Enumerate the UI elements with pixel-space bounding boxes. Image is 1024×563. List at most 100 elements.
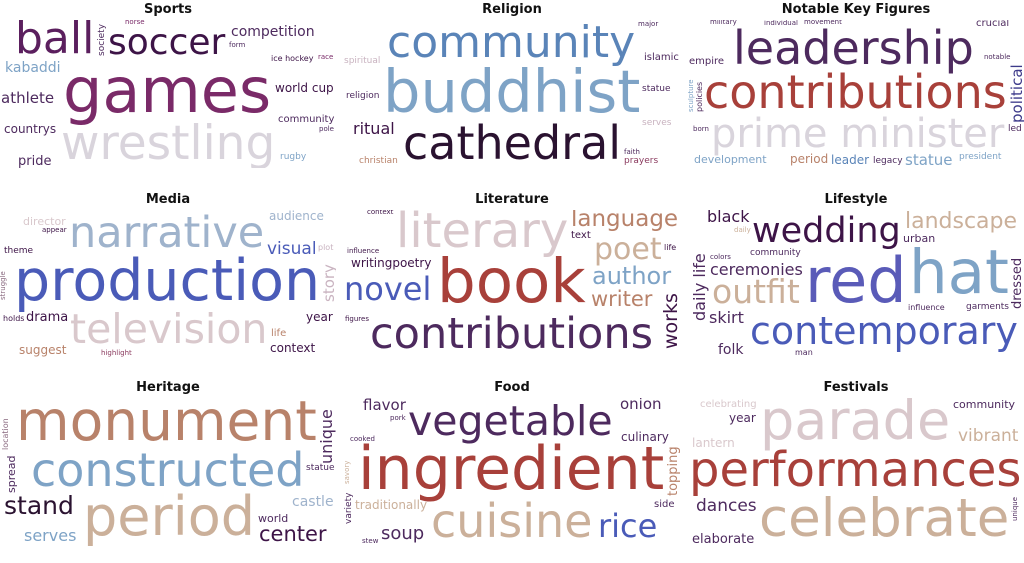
word-suggest: suggest xyxy=(19,343,67,358)
panel-title: Heritage xyxy=(136,380,200,395)
word-topping: topping xyxy=(666,445,680,496)
word-ingredient: ingredient xyxy=(358,434,665,505)
word-outfit: outfit xyxy=(712,272,800,312)
word-stand: stand xyxy=(4,491,74,520)
word-leader: leader xyxy=(831,153,870,168)
word-figures: figures xyxy=(345,315,369,324)
word-pole: pole xyxy=(319,125,334,134)
wordcloud-area: red hat contemporary wedding outfit landscape… xyxy=(688,210,1024,358)
word-serves: serves xyxy=(642,118,672,129)
wordcloud-panel-media: Media production narrative television visual… xyxy=(0,190,336,358)
word-traditionally: traditionally xyxy=(355,498,428,513)
word-race: race xyxy=(318,53,334,62)
word-born: born xyxy=(693,125,709,134)
word-world-cup: world cup xyxy=(275,81,334,96)
word-lantern: lantern xyxy=(692,436,735,451)
word-period: period xyxy=(790,152,829,167)
word-context: context xyxy=(270,341,316,356)
word-red: red xyxy=(805,244,907,318)
word-director: director xyxy=(23,215,66,229)
wordcloud-area: buddhist cathedral community ritual christia… xyxy=(344,20,680,168)
panel-title: Notable Key Figures xyxy=(781,2,931,17)
word-parade: parade xyxy=(760,398,951,452)
word-ritual: ritual xyxy=(353,118,395,138)
word-language: language xyxy=(571,210,679,233)
wordcloud-panel-sports: Sports games wrestling soccer ball competitio… xyxy=(0,0,336,168)
word-poet: poet xyxy=(594,231,662,267)
panel-title: Food xyxy=(494,380,530,395)
wordcloud-area: performances parade celebrate dances vibrant… xyxy=(688,398,1024,546)
word-prime-minister: prime minister xyxy=(711,110,1005,157)
word-major: major xyxy=(638,20,659,29)
word-culinary: culinary xyxy=(621,430,669,445)
word-contributions: contributions xyxy=(704,65,1007,120)
word-crucial: crucial xyxy=(976,20,1010,30)
word-prayers: prayers xyxy=(624,156,659,167)
word-writer: writer xyxy=(591,287,653,312)
panel-title: Sports xyxy=(144,2,192,17)
word-community: community xyxy=(953,398,1016,412)
word-narrative: narrative xyxy=(69,210,265,258)
word-year: year xyxy=(306,310,333,325)
word-folk: folk xyxy=(718,341,744,358)
word-pride: pride xyxy=(18,153,52,168)
word-empire: empire xyxy=(689,56,725,68)
word-context: context xyxy=(367,210,394,217)
word-athlete: athlete xyxy=(1,88,55,107)
word-world: world xyxy=(258,512,289,526)
word-games: games xyxy=(63,54,272,128)
word-religion: religion xyxy=(346,91,380,102)
word-holds: holds xyxy=(3,314,25,324)
word-dances: dances xyxy=(696,495,757,516)
word-leadership: leadership xyxy=(733,21,974,76)
word-community: community xyxy=(278,114,335,126)
word-rice: rice xyxy=(598,507,658,546)
panel-title: Religion xyxy=(482,2,542,17)
wordcloud-panel-food: Food ingredient cuisine vegetable rice tradit… xyxy=(344,378,680,546)
word-savory: savory xyxy=(344,460,351,485)
word-text: text xyxy=(571,230,591,242)
word-form: form xyxy=(229,41,246,50)
panel-title: Lifestyle xyxy=(824,192,888,207)
word-colors: colors xyxy=(710,253,731,262)
word-ball: ball xyxy=(15,20,95,65)
word-celebrate: celebrate xyxy=(759,487,1010,546)
word-statue: statue xyxy=(306,463,335,474)
wordcloud-panel-festivals: Festivals performances parade celebrate danc… xyxy=(688,378,1024,546)
panel-title: Literature xyxy=(475,192,549,207)
word-theme: theme xyxy=(4,246,34,257)
word-center: center xyxy=(259,522,327,546)
word-policies: policies xyxy=(695,81,704,113)
word-christian: christian xyxy=(359,156,398,167)
word-vegetable: vegetable xyxy=(408,398,613,445)
wordcloud-panel-notable-key-figures: Notable Key Figures contributions prime mi… xyxy=(688,0,1024,168)
word-landscape: landscape xyxy=(905,210,1018,235)
word-hat: hat xyxy=(909,237,1009,309)
wordcloud-panel-religion: Religion buddhist cathedral community ritual… xyxy=(344,0,680,168)
word-black: black xyxy=(707,210,750,226)
word-wedding: wedding xyxy=(752,211,901,252)
word-spiritual: spiritual xyxy=(344,56,381,67)
word-unique: unique xyxy=(317,408,336,464)
word-author: author xyxy=(592,262,672,291)
word-garments: garments xyxy=(966,302,1009,313)
word-spread: spread xyxy=(5,455,18,494)
word-daily-life: daily life xyxy=(690,252,709,321)
word-highlight: highlight xyxy=(101,349,132,358)
word-year: year xyxy=(729,411,756,426)
word-performances: performances xyxy=(689,442,1022,499)
word-society: society xyxy=(97,23,107,57)
word-development: development xyxy=(694,153,767,167)
word-plot: plot xyxy=(318,243,334,253)
word-side: side xyxy=(654,499,675,511)
word-flavor: flavor xyxy=(363,398,406,414)
wordcloud-panel-lifestyle: Lifestyle red hat contemporary wedding outfit… xyxy=(688,190,1024,358)
word-drama: drama xyxy=(26,309,69,325)
word-book: book xyxy=(437,246,586,318)
word-wrestling: wrestling xyxy=(61,116,276,168)
word-works: works xyxy=(660,292,680,349)
panel-title: Media xyxy=(145,192,191,207)
word-influence: influence xyxy=(347,247,380,256)
word-stew: stew xyxy=(362,537,379,546)
word-community: community xyxy=(750,248,801,259)
